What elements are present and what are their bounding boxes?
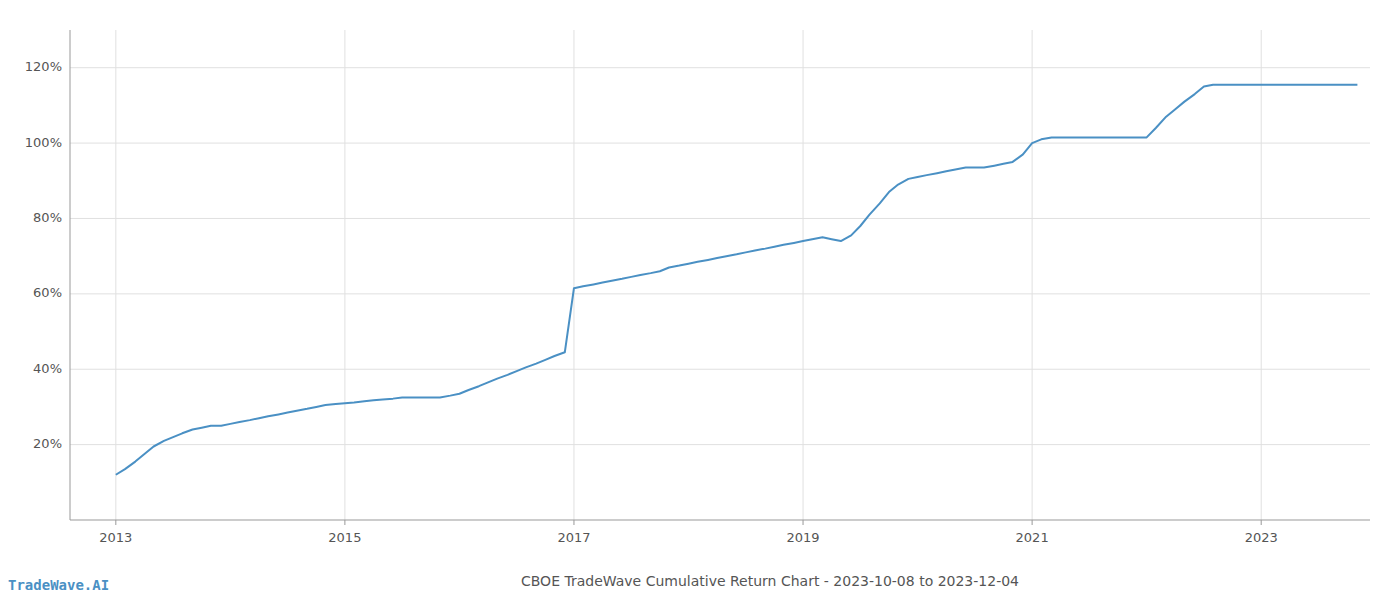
y-tick-label: 80% (33, 210, 62, 225)
x-tick (115, 520, 116, 525)
x-tick-label: 2013 (99, 530, 132, 545)
watermark: TradeWave.AI (8, 577, 109, 593)
x-tick (1261, 520, 1262, 525)
x-grid-line (344, 30, 345, 520)
chart: 20% 40% 60% 80% 100% 120% 2013 2015 2017 2019 2021… (0, 0, 1400, 600)
y-tick-label: 20% (33, 436, 62, 451)
y-grid-line (70, 143, 1370, 144)
x-grid-line (1032, 30, 1033, 520)
x-tick (344, 520, 345, 525)
x-tick-label: 2021 (1016, 530, 1049, 545)
y-tick-label: 40% (33, 361, 62, 376)
x-axis-line (70, 520, 1370, 521)
y-grid-line (70, 369, 1370, 370)
x-tick-label: 2015 (328, 530, 361, 545)
y-tick-label: 100% (25, 135, 62, 150)
y-axis-line (70, 30, 71, 520)
y-tick-label: 120% (25, 59, 62, 74)
x-grid-line (1261, 30, 1262, 520)
grid (70, 30, 1370, 520)
y-grid-line (70, 293, 1370, 294)
title: CBOE TradeWave Cumulative Return Chart -… (521, 573, 1019, 589)
x-grid-line (573, 30, 574, 520)
x-tick (1032, 520, 1033, 525)
x-tick-label: 2019 (786, 530, 819, 545)
plot-area (116, 85, 1358, 475)
x-tick-label: 2017 (557, 530, 590, 545)
x-tick-label: 2023 (1245, 530, 1278, 545)
x-tick (573, 520, 574, 525)
y-grid-line (70, 444, 1370, 445)
y-grid-line (70, 67, 1370, 68)
y-grid-line (70, 218, 1370, 219)
x-grid-line (115, 30, 116, 520)
line (116, 85, 1358, 475)
x-tick (803, 520, 804, 525)
x-grid-line (803, 30, 804, 520)
y-tick-label: 60% (33, 285, 62, 300)
